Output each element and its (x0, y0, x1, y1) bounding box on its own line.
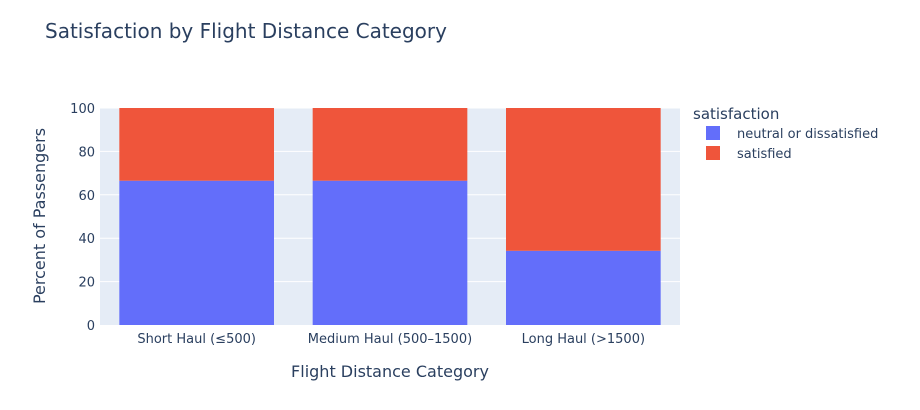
bar-segment[interactable] (312, 108, 468, 181)
x-axis-ticks: Short Haul (≤500) Medium Haul (500–1500) L… (137, 332, 645, 347)
x-tick-label: Long Haul (>1500) (522, 332, 645, 347)
bar-segment[interactable] (506, 108, 661, 251)
legend-item-label[interactable]: satisfied (737, 147, 792, 162)
chart-title: Satisfaction by Flight Distance Category (45, 19, 447, 43)
bar-segment[interactable] (312, 180, 468, 325)
y-tick-label: 60 (78, 189, 95, 204)
y-tick-label: 40 (78, 232, 95, 247)
legend-swatch[interactable] (706, 146, 720, 160)
y-tick-label: 80 (78, 145, 95, 160)
y-tick-label: 0 (87, 319, 95, 334)
x-tick-label: Short Haul (≤500) (137, 332, 256, 347)
legend-swatch[interactable] (706, 126, 720, 140)
legend-item-label[interactable]: neutral or dissatisfied (737, 127, 878, 142)
bar-segment[interactable] (506, 250, 661, 325)
legend-title: satisfaction (693, 105, 779, 123)
y-tick-label: 100 (70, 102, 95, 117)
y-axis-ticks: 0 20 40 60 80 100 (70, 102, 95, 334)
x-axis-title: Flight Distance Category (291, 362, 489, 381)
bar-segment[interactable] (119, 180, 274, 325)
bars[interactable] (119, 108, 661, 325)
y-tick-label: 20 (78, 276, 95, 291)
legend[interactable]: satisfaction neutral or dissatisfied sati… (693, 105, 878, 162)
x-tick-label: Medium Haul (500–1500) (308, 332, 472, 347)
bar-segment[interactable] (119, 108, 274, 181)
y-axis-title: Percent of Passengers (30, 128, 49, 304)
